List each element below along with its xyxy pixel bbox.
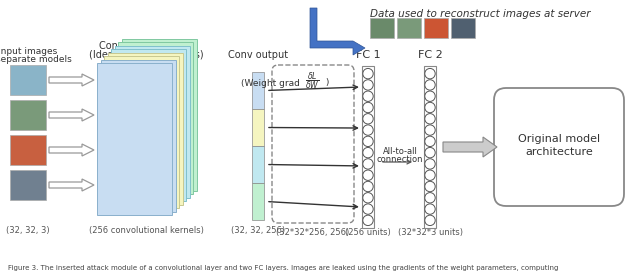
FancyBboxPatch shape <box>494 88 624 206</box>
Text: Data used to reconstruct images at server: Data used to reconstruct images at serve… <box>370 9 590 19</box>
Bar <box>252 183 264 220</box>
Bar <box>252 109 264 146</box>
Polygon shape <box>49 179 94 191</box>
Polygon shape <box>49 74 94 86</box>
Polygon shape <box>310 8 365 55</box>
Circle shape <box>363 215 373 226</box>
Bar <box>10 135 46 165</box>
Circle shape <box>425 170 435 180</box>
Circle shape <box>363 80 373 90</box>
Circle shape <box>363 125 373 135</box>
Bar <box>424 66 436 228</box>
Text: (32, 32, 256): (32, 32, 256) <box>231 226 285 235</box>
Circle shape <box>363 102 373 113</box>
Circle shape <box>425 80 435 90</box>
Circle shape <box>425 68 435 79</box>
Circle shape <box>425 204 435 214</box>
Bar <box>252 72 264 109</box>
Circle shape <box>425 114 435 124</box>
Circle shape <box>425 102 435 113</box>
Circle shape <box>425 181 435 192</box>
Circle shape <box>363 136 373 147</box>
Circle shape <box>363 91 373 101</box>
Bar <box>100 59 175 212</box>
Bar <box>118 42 193 194</box>
Text: (32*32*256, 256): (32*32*256, 256) <box>276 229 349 238</box>
Text: $\frac{\delta L}{\delta W}$: $\frac{\delta L}{\delta W}$ <box>305 70 319 92</box>
Circle shape <box>363 193 373 203</box>
Circle shape <box>363 170 373 180</box>
Text: architecture: architecture <box>525 147 593 157</box>
Text: to separate models: to separate models <box>0 56 72 64</box>
Circle shape <box>425 193 435 203</box>
Bar <box>108 53 182 204</box>
Text: (256 convolutional kernels): (256 convolutional kernels) <box>90 226 204 235</box>
Bar <box>397 18 421 38</box>
Bar <box>97 63 172 215</box>
Bar <box>10 170 46 200</box>
Circle shape <box>363 114 373 124</box>
Bar <box>451 18 475 38</box>
Text: (32*32*3 units): (32*32*3 units) <box>397 229 463 238</box>
Text: (Identity mapping sets): (Identity mapping sets) <box>90 50 204 60</box>
Circle shape <box>425 136 435 147</box>
Polygon shape <box>49 144 94 156</box>
Text: (Weight grad: (Weight grad <box>241 78 303 87</box>
Bar <box>424 18 448 38</box>
Bar <box>111 49 186 201</box>
Circle shape <box>363 181 373 192</box>
Text: All-to-all: All-to-all <box>383 147 417 156</box>
Text: Original model: Original model <box>518 134 600 144</box>
Circle shape <box>363 68 373 79</box>
Circle shape <box>425 91 435 101</box>
Bar <box>252 146 264 183</box>
Bar <box>10 65 46 95</box>
Bar <box>122 39 196 190</box>
Polygon shape <box>49 109 94 121</box>
Text: Figure 3. The inserted attack module of a convolutional layer and two FC layers.: Figure 3. The inserted attack module of … <box>8 265 558 271</box>
Bar <box>362 66 374 228</box>
Text: FC 1: FC 1 <box>356 50 380 60</box>
Text: Convolutional layer: Convolutional layer <box>99 41 194 51</box>
Circle shape <box>425 215 435 226</box>
Circle shape <box>425 147 435 158</box>
Bar <box>104 56 179 208</box>
Bar <box>115 45 189 198</box>
Text: FC 2: FC 2 <box>418 50 442 60</box>
Text: Input images: Input images <box>0 47 58 56</box>
Circle shape <box>363 147 373 158</box>
Circle shape <box>363 159 373 169</box>
Circle shape <box>425 159 435 169</box>
Text: (256 units): (256 units) <box>345 229 391 238</box>
Text: Conv output: Conv output <box>228 50 288 60</box>
Circle shape <box>363 204 373 214</box>
Text: (32, 32, 3): (32, 32, 3) <box>6 226 50 235</box>
Text: connection: connection <box>377 156 423 164</box>
Polygon shape <box>443 137 497 157</box>
Circle shape <box>425 125 435 135</box>
Bar <box>370 18 394 38</box>
Bar <box>10 100 46 130</box>
Text: ): ) <box>323 78 330 87</box>
